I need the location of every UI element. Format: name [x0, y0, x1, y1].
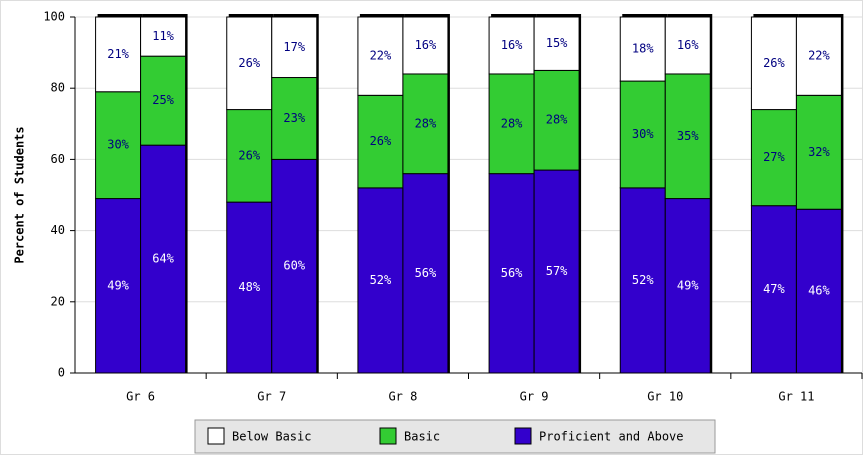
value-label: 46%	[808, 284, 830, 298]
value-label: 25%	[152, 93, 174, 107]
y-tick-label: 80	[51, 81, 65, 95]
value-label: 15%	[546, 36, 568, 50]
bar-segment	[140, 144, 187, 374]
legend-label: Basic	[404, 430, 440, 444]
value-label: 57%	[546, 264, 568, 278]
bar-segment	[95, 16, 142, 93]
value-label: 26%	[370, 134, 392, 148]
value-label: 52%	[370, 273, 392, 287]
value-label: 52%	[632, 273, 654, 287]
x-tick-label: Gr 6	[126, 390, 155, 404]
value-label: 28%	[501, 116, 523, 130]
value-label: 60%	[283, 259, 305, 273]
value-label: 48%	[238, 280, 260, 294]
x-tick-label: Gr 9	[520, 390, 549, 404]
legend-swatch	[514, 427, 532, 445]
bar-segment	[402, 173, 449, 374]
value-label: 28%	[415, 116, 437, 130]
value-label: 26%	[763, 56, 785, 70]
y-tick-label: 60	[51, 152, 65, 166]
bar-segment	[664, 16, 711, 75]
value-label: 32%	[808, 145, 830, 159]
bar-segment	[357, 94, 404, 189]
x-tick-label: Gr 11	[778, 390, 814, 404]
legend-swatch	[207, 427, 225, 445]
value-label: 26%	[238, 148, 260, 162]
x-tick-label: Gr 8	[388, 390, 417, 404]
bar-segment	[533, 169, 580, 374]
value-label: 16%	[677, 38, 699, 52]
bar-segment	[795, 94, 842, 210]
bar-segment	[533, 69, 580, 171]
value-label: 18%	[632, 42, 654, 56]
value-label: 16%	[415, 38, 437, 52]
value-label: 17%	[283, 40, 305, 54]
bar-segment	[140, 16, 187, 57]
value-label: 16%	[501, 38, 523, 52]
bar-segment	[226, 109, 273, 203]
bar-segment	[795, 208, 842, 374]
bar-segment	[795, 16, 842, 96]
legend-label: Proficient and Above	[539, 430, 684, 444]
value-label: 11%	[152, 29, 174, 43]
y-tick-label: 100	[43, 10, 65, 24]
value-label: 22%	[808, 49, 830, 63]
y-tick-label: 40	[51, 223, 65, 237]
bar-segment	[619, 187, 666, 374]
bar-segment	[488, 16, 535, 75]
y-tick-label: 20	[51, 294, 65, 308]
bar-segment	[619, 80, 666, 189]
legend-box	[194, 419, 716, 454]
bar-segment	[664, 73, 711, 200]
bar-segment	[619, 16, 666, 82]
bar-segment	[140, 55, 187, 146]
bar-segment	[271, 16, 318, 79]
value-label: 22%	[370, 49, 392, 63]
value-label: 49%	[677, 278, 699, 292]
x-tick-label: Gr 7	[257, 390, 286, 404]
value-label: 26%	[238, 56, 260, 70]
y-axis-label: Percent of Students	[13, 126, 27, 263]
bar-segment	[402, 73, 449, 175]
legend-label: Below Basic	[232, 430, 311, 444]
value-label: 23%	[283, 111, 305, 125]
bar-segment	[271, 158, 318, 374]
value-label: 35%	[677, 129, 699, 143]
value-label: 64%	[152, 252, 174, 266]
value-label: 47%	[763, 282, 785, 296]
bar-segment	[226, 16, 273, 111]
value-label: 28%	[546, 113, 568, 127]
bar-segment	[533, 16, 580, 71]
y-tick-label: 0	[58, 366, 65, 380]
bar-segment	[488, 173, 535, 374]
value-label: 30%	[107, 138, 129, 152]
legend-swatch	[379, 427, 397, 445]
value-label: 27%	[763, 150, 785, 164]
bar-segment	[226, 201, 273, 374]
value-label: 30%	[632, 127, 654, 141]
bar-segment	[402, 16, 449, 75]
value-label: 56%	[415, 266, 437, 280]
value-label: 56%	[501, 266, 523, 280]
x-tick-label: Gr 10	[647, 390, 683, 404]
bar-segment	[271, 77, 318, 160]
value-label: 49%	[107, 278, 129, 292]
value-label: 21%	[107, 47, 129, 61]
